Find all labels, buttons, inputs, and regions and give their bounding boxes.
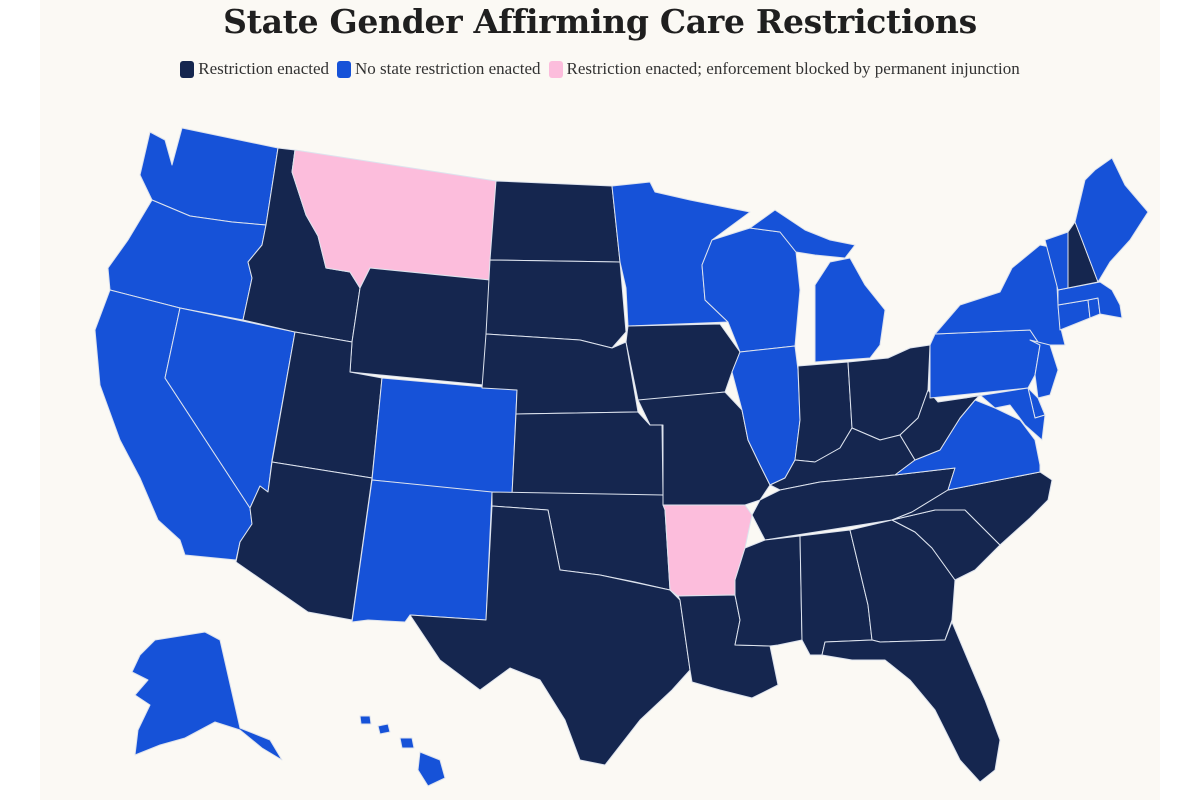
state-texas[interactable] (409, 505, 691, 766)
state-hawaii-maui[interactable] (399, 737, 415, 749)
state-alaska[interactable] (131, 631, 283, 761)
state-wyoming[interactable] (349, 267, 491, 386)
state-michigan-lower[interactable] (814, 257, 886, 363)
legend-label-none: No state restriction enacted (355, 59, 541, 78)
state-colorado[interactable] (371, 377, 518, 496)
state-south-dakota[interactable] (485, 259, 627, 349)
state-pennsylvania[interactable] (929, 329, 1041, 399)
map-title: State Gender Affirming Care Restrictions (223, 2, 977, 41)
state-maryland[interactable] (964, 387, 1046, 441)
state-missouri[interactable] (637, 391, 771, 506)
state-hawaii-big-island[interactable] (417, 751, 446, 787)
state-florida[interactable] (821, 621, 1001, 783)
state-mississippi[interactable] (734, 535, 803, 647)
legend-item-restricted: Restriction enacted (180, 58, 329, 80)
state-iowa[interactable] (625, 323, 741, 401)
state-wisconsin[interactable] (701, 227, 801, 353)
legend-label-blocked: Restriction enacted; enforcement blocked… (566, 59, 1020, 78)
legend: Restriction enacted No state restriction… (0, 58, 1200, 80)
legend-item-none: No state restriction enacted (337, 58, 541, 80)
legend-label-restricted: Restriction enacted (198, 59, 330, 78)
legend-item-blocked: Restriction enacted; enforcement blocked… (548, 58, 1020, 80)
state-massachusetts[interactable] (1057, 281, 1123, 319)
state-new-york[interactable] (934, 244, 1066, 346)
state-new-jersey[interactable] (1029, 339, 1059, 399)
state-hawaii-oahu[interactable] (377, 723, 391, 735)
state-hawaii-kauai[interactable] (359, 715, 372, 725)
state-north-dakota[interactable] (489, 180, 621, 263)
legend-swatch-none (337, 60, 352, 78)
state-maine[interactable] (1074, 157, 1149, 283)
legend-swatch-restricted (180, 60, 195, 78)
state-new-mexico[interactable] (351, 479, 493, 623)
legend-swatch-blocked (548, 60, 563, 78)
state-michigan-upper[interactable] (749, 209, 856, 259)
state-kansas[interactable] (511, 411, 664, 496)
